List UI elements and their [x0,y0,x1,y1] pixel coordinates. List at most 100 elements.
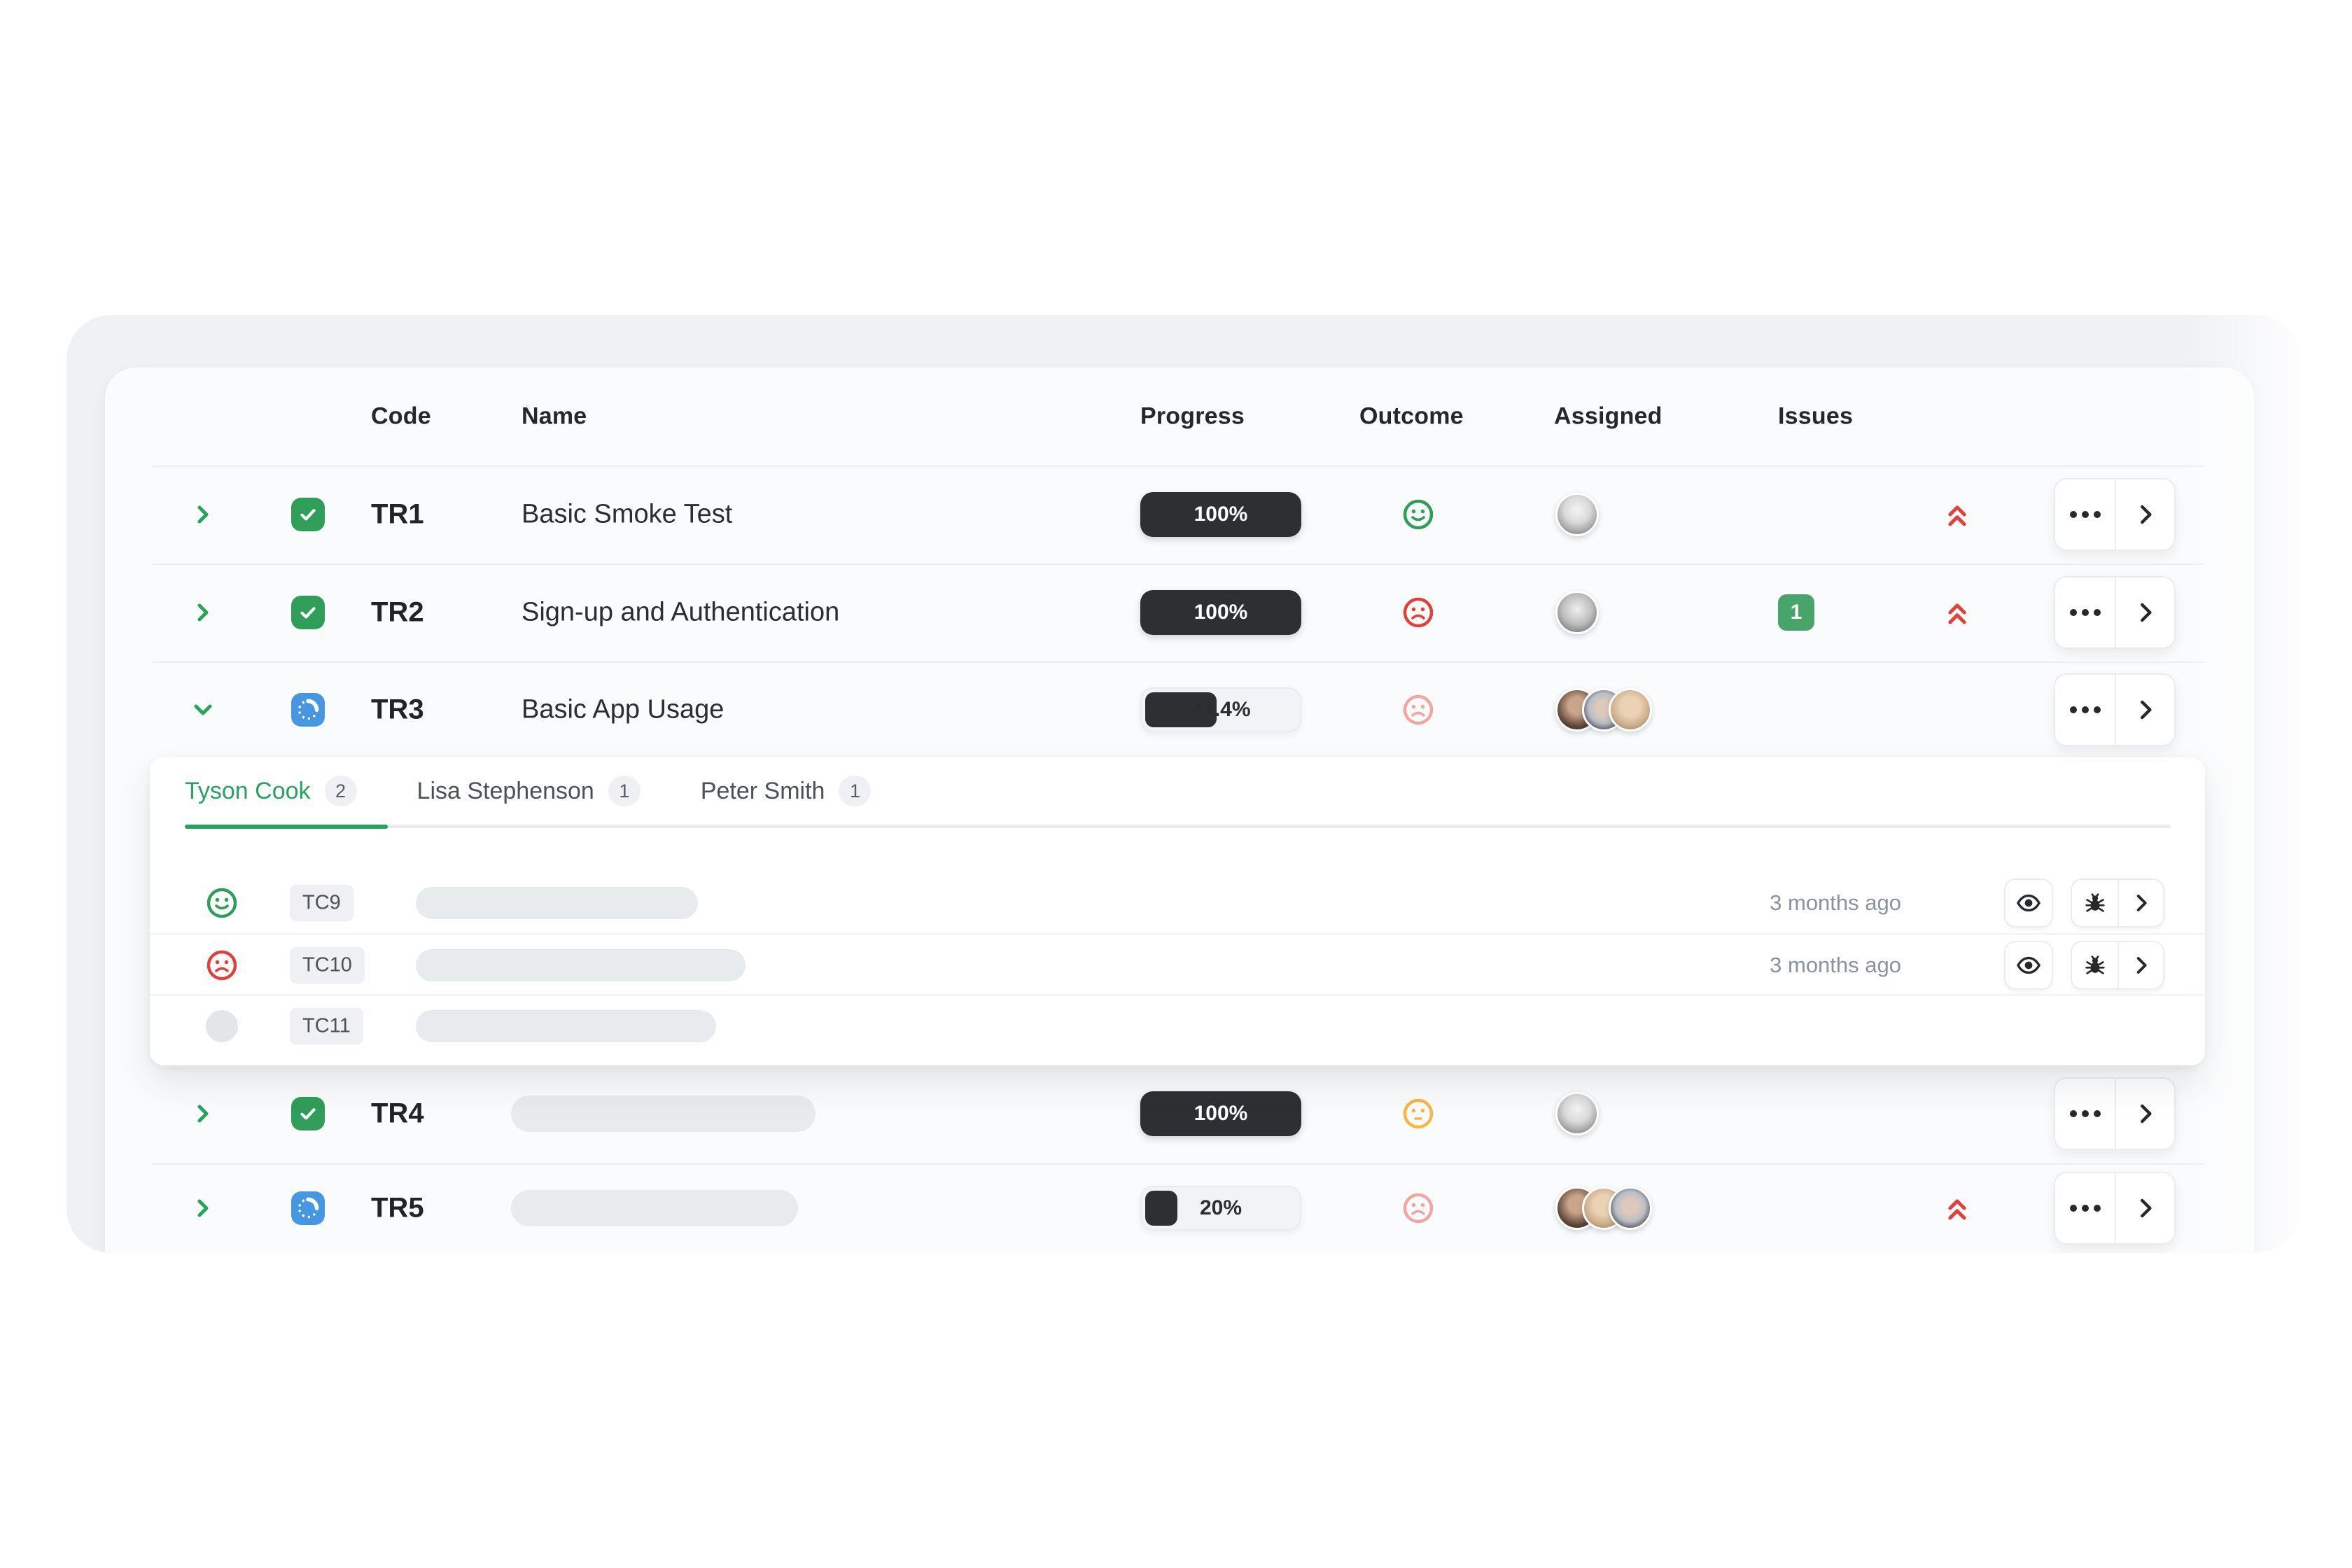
more-icon [2081,609,2089,616]
run-name-placeholder [511,1096,816,1132]
progress-pill: 20% [1140,1186,1301,1231]
avatar [1555,493,1599,536]
table-row: TR5 20% [105,1163,2254,1253]
case-code-badge: TC10 [290,946,365,983]
run-code: TR4 [371,1098,424,1129]
run-code: TR2 [371,596,424,628]
assignee-avatars[interactable] [1555,687,1652,732]
more-button[interactable] [2055,1173,2115,1243]
case-actions [2072,941,2163,988]
open-case-button[interactable] [2118,941,2163,988]
progress-label: 100% [1194,601,1248,624]
tab-count-badge: 1 [608,776,640,806]
test-case-row[interactable]: TC9 3 months ago [150,872,2205,933]
outcome-failed-muted-icon [1403,694,1434,724]
run-status-complete-checkbox[interactable] [291,1097,325,1130]
open-run-button[interactable] [2115,1173,2174,1243]
avatar [1609,1186,1652,1230]
test-case-row[interactable]: TC11 [150,995,2205,1056]
preview-button[interactable] [2005,879,2052,926]
expand-row-button[interactable] [188,597,218,628]
more-button[interactable] [2055,479,2115,550]
divider [153,564,2205,565]
column-header-name: Name [522,402,587,430]
assignee-avatars[interactable] [1555,493,1599,536]
assignee-avatars[interactable] [1555,1092,1599,1135]
run-code: TR3 [371,694,424,724]
priority-high-icon [1948,505,1966,526]
open-run-button[interactable] [2115,674,2174,745]
case-updated: 3 months ago [1770,952,1901,977]
progress-label: 100% [1194,503,1248,526]
more-button[interactable] [2055,1079,2115,1149]
row-actions [2055,1079,2174,1149]
result-untested-icon [206,1009,238,1042]
case-title-placeholder [416,1009,716,1042]
tab-peter-smith[interactable]: Peter Smith 1 [701,776,872,806]
row-actions [2055,578,2174,648]
chevron-right-icon [2140,1104,2152,1124]
progress-pill: 44.4% [1140,687,1301,732]
assignee-avatars[interactable] [1555,591,1599,634]
progress-label: 20% [1199,1196,1242,1219]
column-header-progress: Progress [1140,402,1245,430]
open-run-button[interactable] [2115,578,2174,648]
expand-row-button[interactable] [188,1193,218,1224]
run-status-in-progress[interactable] [291,1191,325,1225]
expand-row-button[interactable] [188,499,218,530]
more-icon [2081,1205,2089,1212]
progress-fill [1145,692,1217,727]
run-status-complete-checkbox[interactable] [291,498,325,531]
assignee-avatars[interactable] [1555,1186,1652,1230]
run-status-complete-checkbox[interactable] [291,596,325,629]
chevron-right-icon [2136,894,2147,911]
outcome-failed-muted-icon [1403,1193,1434,1224]
check-icon [300,1108,316,1120]
preview-button[interactable] [2005,941,2052,988]
column-header-code: Code [371,402,431,430]
spinner-icon [298,699,319,720]
open-case-button[interactable] [2118,879,2163,926]
outcome-failed-icon [1403,597,1434,628]
check-icon [300,509,316,521]
chevron-right-icon [197,1199,209,1217]
outcome-passed-icon [1403,499,1434,530]
open-run-button[interactable] [2115,479,2174,550]
case-updated: 3 months ago [1770,890,1901,915]
run-name-placeholder [511,1190,798,1226]
defect-button[interactable] [2072,941,2118,988]
table-row: TR2 Sign-up and Authentication 100% 1 [105,564,2254,662]
defect-button[interactable] [2072,879,2118,926]
avatar [1555,1092,1599,1135]
progress-label: 44.4% [1191,697,1251,721]
avatar [1555,591,1599,634]
more-icon [2081,706,2089,713]
more-button[interactable] [2055,578,2115,648]
active-tab-underline [185,825,388,829]
open-run-button[interactable] [2115,1079,2174,1149]
chevron-right-icon [2140,505,2152,524]
case-title-placeholder [416,948,746,981]
expanded-run-panel: Tyson Cook 2 Lisa Stephenson 1 Peter Smi… [150,757,2205,1065]
divider [153,465,2205,467]
tab-count-badge: 2 [324,776,357,806]
run-status-in-progress[interactable] [291,692,325,727]
tab-tyson-cook[interactable]: Tyson Cook 2 [185,776,357,806]
eye-icon [2017,956,2040,974]
tab-lisa-stephenson[interactable]: Lisa Stephenson 1 [417,776,640,806]
expand-row-button[interactable] [188,1098,218,1129]
tab-label: Tyson Cook [185,777,311,804]
row-actions [2055,479,2174,550]
run-code: TR5 [371,1192,424,1224]
assignee-tabs: Tyson Cook 2 Lisa Stephenson 1 Peter Smi… [185,757,2170,825]
run-name: Basic App Usage [522,694,724,724]
collapse-row-button[interactable] [188,694,218,725]
issues-count-badge[interactable]: 1 [1778,594,1814,631]
case-actions [2072,879,2163,926]
test-case-row[interactable]: TC10 3 months ago [150,934,2205,995]
app-card: Code Name Progress Outcome Assigned Issu… [66,315,2300,1253]
more-button[interactable] [2055,674,2115,745]
tab-track [185,825,2170,828]
tab-count-badge: 1 [839,776,872,806]
progress-pill: 100% [1140,590,1301,635]
